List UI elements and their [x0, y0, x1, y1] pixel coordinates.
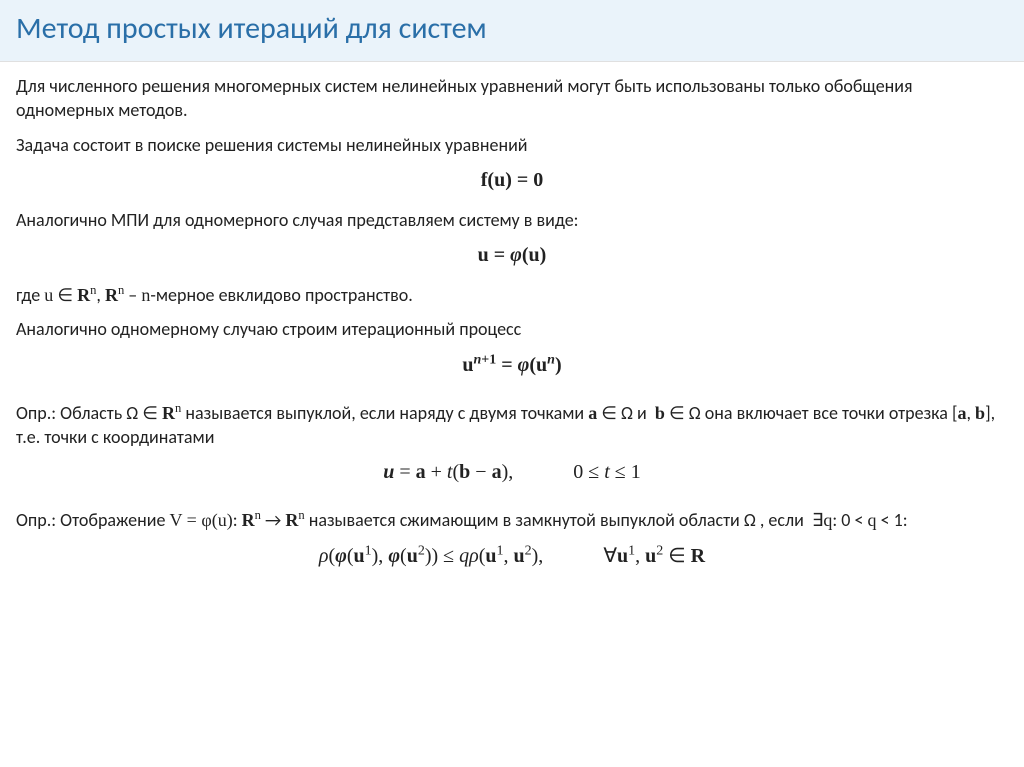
content-area: Для численного решения многомерных систе… — [0, 62, 1024, 570]
paragraph-3: Аналогично МПИ для одномерного случая пр… — [16, 208, 1008, 232]
equation-4: u = a + t(b − a),0 ≤ t ≤ 1 — [16, 459, 1008, 486]
equation-2: u = φ(u) — [16, 242, 1008, 269]
paragraph-1: Для численного решения многомерных систе… — [16, 74, 1008, 123]
paragraph-5: Аналогично одномерному случаю строим ите… — [16, 317, 1008, 341]
paragraph-4: где u ∈ Rn, Rn – n-мерное евклидово прос… — [16, 283, 1008, 307]
paragraph-6: Опр.: Область Ω ∈ Rn называется выпуклой… — [16, 401, 1008, 450]
paragraph-2: Задача состоит в поиске решения системы … — [16, 133, 1008, 157]
paragraph-7: Опр.: Отображение V = φ(u): Rn → Rn назы… — [16, 508, 1008, 532]
equation-3: un+1 = φ(un) — [16, 352, 1008, 379]
equation-1: f(u) = 0 — [16, 167, 1008, 194]
title-bar: Метод простых итераций для систем — [0, 0, 1024, 62]
page-title: Метод простых итераций для систем — [16, 10, 1008, 47]
equation-5: ρ(φ(u1), φ(u2)) ≤ qρ(u1, u2),∀u1, u2 ∈ R — [16, 543, 1008, 570]
